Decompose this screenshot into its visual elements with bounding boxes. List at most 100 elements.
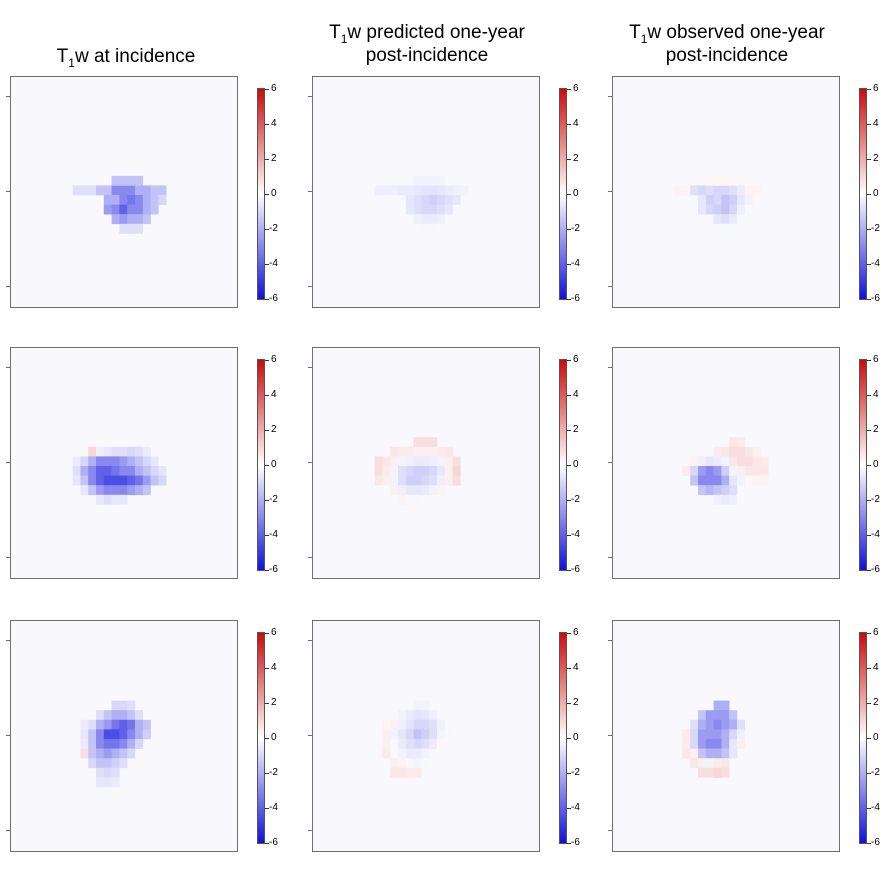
heatmap-cells <box>382 700 453 778</box>
heatmap-cell <box>421 223 430 234</box>
heatmap-cell <box>429 437 438 448</box>
heatmap-cell <box>72 475 81 486</box>
heatmap-cell <box>729 446 738 457</box>
heatmap-panel-r0-c0 <box>10 76 238 308</box>
heatmap-cells <box>682 700 746 778</box>
colorbar-tick <box>567 465 571 466</box>
heatmap-cell <box>682 748 691 759</box>
heatmap-cell <box>96 777 105 788</box>
heatmap-cell <box>405 719 414 730</box>
colorbar-tick <box>265 668 269 669</box>
heatmap-cell <box>390 456 399 467</box>
heatmap-cell <box>405 204 414 215</box>
heatmap-cell <box>713 195 722 205</box>
heatmap-cell <box>444 729 453 740</box>
heatmap-cell <box>452 195 461 205</box>
heatmap-cell <box>127 485 136 496</box>
heatmap-cell <box>729 710 738 721</box>
heatmap-cell <box>698 729 707 740</box>
colorbar-tick <box>567 89 571 90</box>
heatmap-cell <box>405 185 414 196</box>
heatmap-cell <box>405 466 414 476</box>
colorbar-tick <box>567 773 571 774</box>
heatmap-cell <box>405 710 414 721</box>
heatmap-cell <box>721 758 730 769</box>
heatmap-cell <box>437 456 446 467</box>
heatmap-cell <box>437 446 446 457</box>
heatmap-cell <box>737 719 746 730</box>
heatmap-cell <box>721 494 730 505</box>
heatmap-cell <box>429 204 438 215</box>
colorbar-tick <box>265 465 269 466</box>
heatmap-cell <box>119 710 128 721</box>
heatmap-panel-r2-c1 <box>312 620 540 852</box>
heatmap-cell <box>413 485 422 496</box>
panel-axis-tick <box>308 367 312 368</box>
heatmap-cell <box>398 739 407 749</box>
heatmap-cell <box>437 719 446 730</box>
colorbar-tick <box>867 194 871 195</box>
colorbar-tick-label: 4 <box>573 118 579 129</box>
heatmap-cell <box>729 475 738 486</box>
heatmap-cell <box>150 475 159 486</box>
heatmap-cell <box>737 739 746 749</box>
heatmap-cell <box>690 729 699 740</box>
colorbar-tick <box>867 738 871 739</box>
heatmap-panel-r2-c2 <box>612 620 840 852</box>
heatmap-cell <box>698 185 707 196</box>
heatmap-cell <box>127 466 136 476</box>
title-prefix: T <box>329 22 341 43</box>
heatmap-cell <box>698 475 707 486</box>
colorbar-tick <box>265 89 269 90</box>
colorbar-tick <box>867 633 871 634</box>
heatmap-cell <box>698 767 707 778</box>
heatmap-cell <box>413 214 422 225</box>
heatmap-cell <box>111 195 120 205</box>
heatmap-cell <box>698 456 707 467</box>
heatmap-cell <box>729 175 738 186</box>
heatmap-cell <box>135 485 144 496</box>
column-title-predicted: T1w predicted one-year post-incidence <box>302 22 552 67</box>
colorbar-tick <box>265 535 269 536</box>
heatmap-cell <box>729 494 738 505</box>
colorbar-tick-label: -4 <box>571 802 580 813</box>
heatmap-cell <box>729 466 738 476</box>
colorbar-tick <box>867 570 871 571</box>
heatmap-cell <box>390 758 399 769</box>
heatmap-cell <box>737 446 746 457</box>
heatmap-cell <box>150 456 159 467</box>
heatmap-cell <box>398 767 407 778</box>
heatmap-cell <box>429 175 438 186</box>
heatmap-cell <box>390 485 399 496</box>
heatmap-cell <box>713 767 722 778</box>
title-line2: post-incidence <box>665 45 789 66</box>
colorbar-tick <box>265 738 269 739</box>
heatmap-cell <box>96 710 105 721</box>
heatmap-cell <box>698 710 707 721</box>
heatmap-cell <box>72 185 81 196</box>
heatmap-cell <box>705 466 714 476</box>
colorbar-tick <box>265 843 269 844</box>
heatmap-cell <box>737 466 746 476</box>
heatmap-cell <box>737 195 746 205</box>
heatmap-cell <box>111 214 120 225</box>
heatmap-cell <box>682 739 691 749</box>
panel-axis-tick <box>6 735 10 736</box>
heatmap-cell <box>705 739 714 749</box>
heatmap-cells <box>682 437 769 505</box>
heatmap-cell <box>111 494 120 505</box>
panel-axis-tick <box>6 367 10 368</box>
colorbar-tick-label: 4 <box>271 118 277 129</box>
heatmap-cell <box>405 485 414 496</box>
heatmap-cell <box>119 456 128 467</box>
heatmap-cell <box>429 223 438 234</box>
heatmap-cell <box>103 758 112 769</box>
heatmap-cell <box>142 485 151 496</box>
heatmap-cell <box>437 175 446 186</box>
colorbar-tick-label: 0 <box>271 459 277 470</box>
colorbar-tick <box>567 159 571 160</box>
heatmap-cell <box>382 185 391 196</box>
panel-axis-tick <box>608 191 612 192</box>
heatmap-cell <box>721 475 730 486</box>
panel-axis-tick <box>308 557 312 558</box>
